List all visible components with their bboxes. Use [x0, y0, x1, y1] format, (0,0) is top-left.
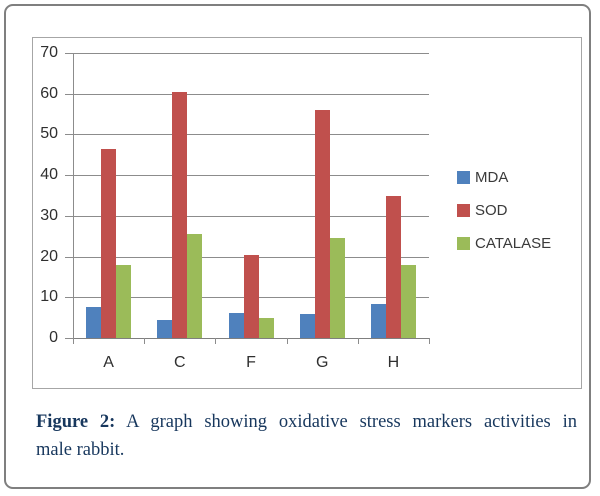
figure-caption: Figure 2: A graph showing oxidative stre… [36, 408, 577, 464]
figure-box: Figure 2: A graph showing oxidative stre… [4, 4, 591, 489]
caption-line-2: male rabbit. [36, 440, 125, 460]
chart-panel [32, 37, 582, 389]
caption-line-1: Figure 2: A graph showing oxidative stre… [36, 408, 577, 436]
caption-text: A graph showing oxidative stress markers… [115, 412, 577, 432]
figure-label: Figure 2: [36, 412, 116, 432]
